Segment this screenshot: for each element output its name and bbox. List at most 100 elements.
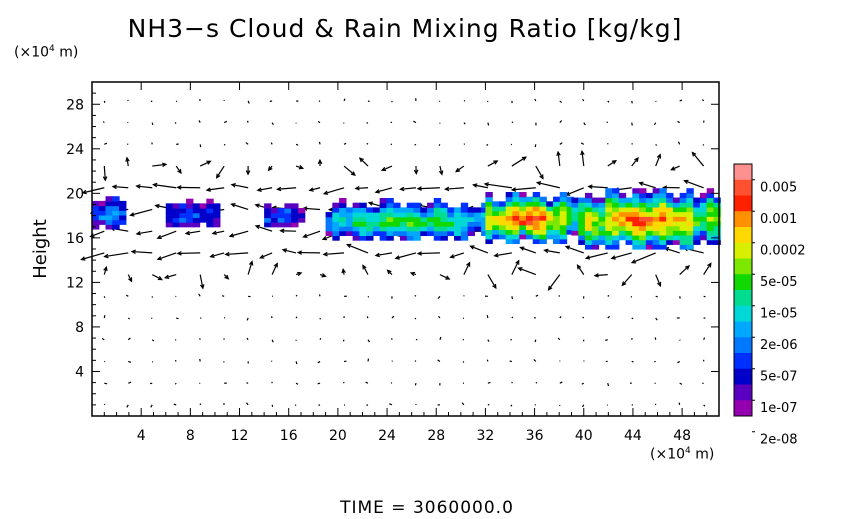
cloud-cell	[112, 224, 120, 230]
cloud-cell	[546, 210, 554, 216]
cloud-cell	[519, 234, 527, 240]
wind-vector	[323, 252, 345, 256]
cloud-cell	[639, 220, 647, 227]
cloud-cell	[359, 202, 367, 208]
cloud-cell	[553, 229, 561, 235]
cloud-cell	[213, 212, 221, 218]
cloud-cell	[165, 217, 174, 223]
wind-vector	[389, 403, 393, 406]
cloud-cell	[584, 244, 593, 250]
cloud-cell	[447, 230, 455, 237]
cloud-cell	[186, 208, 194, 214]
cloud-cell	[206, 203, 214, 209]
wind-vector	[271, 404, 274, 407]
wind-vector-head	[380, 166, 387, 172]
cloud-cell	[291, 203, 299, 209]
cloud-cell	[666, 230, 674, 236]
wind-vector	[223, 143, 226, 146]
wind-vector	[558, 295, 561, 297]
wind-vector	[390, 121, 393, 124]
cloud-cell	[460, 216, 469, 222]
wind-vector	[583, 122, 586, 126]
y-tick-label: 4	[75, 364, 84, 380]
cloud-cell	[433, 230, 442, 237]
wind-vector	[473, 184, 488, 189]
cloud-cell	[440, 226, 448, 232]
cloud-cell	[659, 192, 667, 199]
wind-vector	[679, 296, 681, 299]
cloud-cell	[366, 216, 374, 222]
cloud-cell	[652, 211, 660, 217]
wind-vector	[221, 295, 225, 297]
wind-vector-head	[254, 224, 261, 230]
y-tick-label: 8	[75, 320, 84, 336]
wind-vector	[270, 316, 273, 319]
wind-vector	[198, 120, 201, 123]
cloud-cell	[699, 230, 708, 236]
wind-vector	[631, 317, 634, 320]
wind-vector-head	[327, 207, 334, 212]
cloud-cell	[399, 216, 408, 222]
wind-vector	[104, 382, 108, 385]
cloud-cell	[213, 217, 221, 223]
cloud-cell	[467, 207, 475, 213]
wind-vector	[677, 141, 681, 145]
cloud-cell	[98, 219, 107, 225]
wind-vector-head	[455, 167, 461, 173]
wind-vector	[671, 165, 680, 171]
wind-vector-head	[128, 277, 133, 283]
x-axis: 4 8 12 16 20 24 28 32 36 40 44 48	[103, 82, 708, 444]
cloud-cell	[433, 198, 442, 204]
cloud-cell	[666, 234, 674, 241]
wind-vector	[246, 317, 249, 321]
cloud-cell	[571, 197, 579, 203]
cloud-cell	[713, 225, 721, 231]
wind-vector	[437, 295, 441, 300]
cloud-cell	[645, 244, 654, 250]
wind-vector	[534, 339, 537, 343]
wind-vector-head	[321, 236, 328, 241]
cloud-cell	[672, 239, 681, 245]
cloud-cell	[584, 197, 593, 203]
cloud-cell	[112, 214, 120, 221]
cloud-cell	[659, 225, 667, 231]
cloud-cell	[639, 225, 647, 231]
cloud-cell	[386, 230, 394, 237]
wind-vector	[470, 245, 489, 254]
wind-vector	[439, 336, 442, 340]
wind-vector	[355, 187, 369, 190]
cloud-cell	[460, 230, 469, 237]
cloud-cell	[467, 212, 475, 218]
cloud-cell	[532, 215, 541, 221]
colorbar-frame	[733, 163, 753, 417]
cloud-cell	[645, 197, 654, 203]
cloud-cell	[284, 217, 292, 223]
cloud-cell	[206, 208, 214, 214]
wind-vector	[103, 403, 106, 406]
wind-vector	[701, 99, 705, 102]
cloud-cell	[213, 222, 221, 228]
cloud-cell	[584, 225, 593, 231]
y-axis-unit: (×104 m)	[14, 44, 79, 61]
wind-vector	[151, 122, 154, 126]
cloud-cell	[467, 221, 475, 227]
cloud-cell	[92, 219, 100, 225]
wind-vector-head	[472, 183, 478, 188]
x-tick-label: 24	[378, 428, 396, 444]
cloud-cell	[532, 220, 541, 226]
cloud-cell	[612, 202, 620, 208]
cloud-cell	[332, 221, 340, 227]
wind-vector	[153, 184, 177, 189]
wind-vector	[245, 142, 249, 145]
cloud-cell	[352, 230, 360, 237]
wind-vector	[450, 252, 465, 258]
y-tick-label: 20	[66, 186, 84, 202]
cloud-cell	[366, 230, 374, 237]
cloud-cell	[686, 188, 694, 194]
cloud-cell	[339, 212, 347, 218]
cloud-cell	[393, 212, 401, 218]
cloud-cell	[379, 235, 388, 241]
colorbar-swatch	[734, 258, 752, 275]
cloud-cell	[98, 210, 107, 216]
